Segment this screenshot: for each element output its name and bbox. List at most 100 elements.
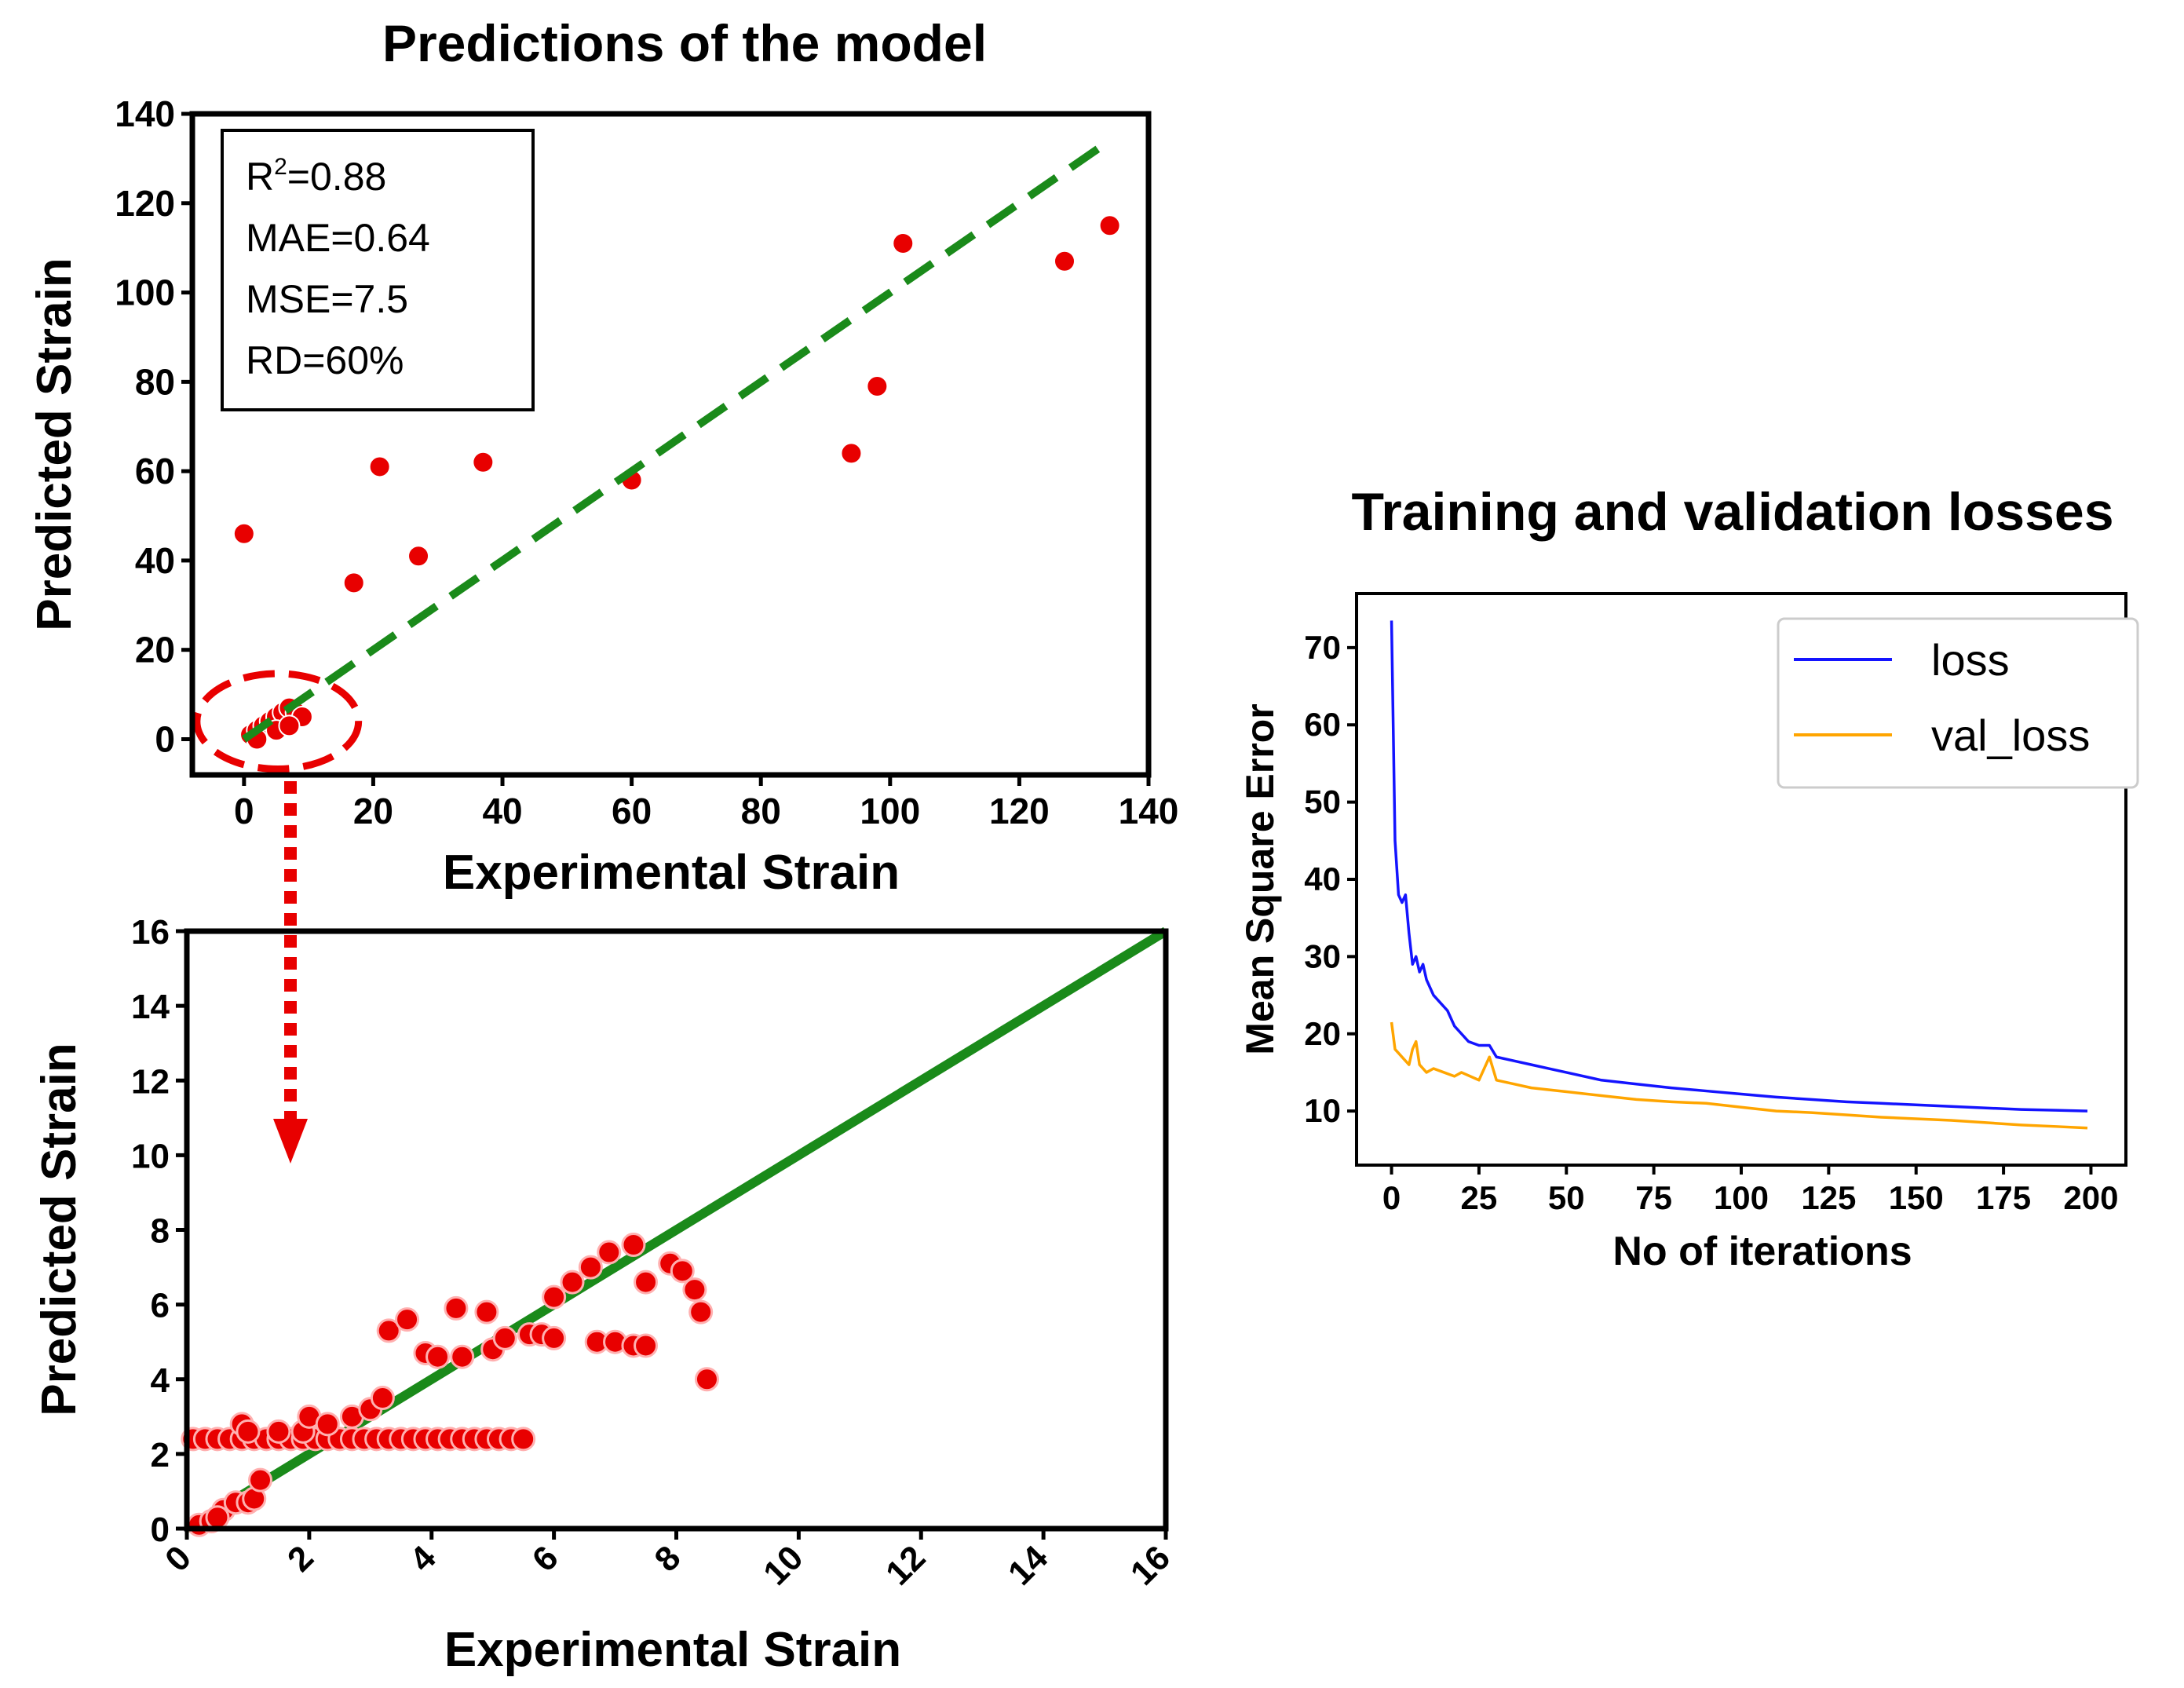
x-tick-label: 2 bbox=[280, 1538, 321, 1579]
metric-mae: MAE=0.64 bbox=[246, 216, 430, 260]
x-tick-label: 100 bbox=[860, 791, 920, 831]
data-point bbox=[621, 1233, 646, 1258]
metric-mse: MSE=7.5 bbox=[246, 277, 408, 321]
y-tick-label: 120 bbox=[115, 183, 175, 224]
metric-r2-label: R bbox=[246, 155, 274, 199]
x-tick-label: 16 bbox=[1123, 1538, 1178, 1592]
y-tick-label: 80 bbox=[135, 361, 175, 402]
data-point bbox=[492, 1325, 517, 1350]
data-point bbox=[444, 1295, 469, 1321]
chart1-metrics-box: R2=0.88 MAE=0.64 MSE=7.5 RD=60% bbox=[221, 129, 535, 411]
data-point bbox=[866, 375, 889, 398]
x-tick-label: 150 bbox=[1889, 1179, 1944, 1216]
x-tick-label: 8 bbox=[648, 1538, 688, 1579]
x-tick-label: 60 bbox=[612, 791, 652, 831]
metric-rd: RD=60% bbox=[246, 338, 404, 382]
chart3-legend: loss val_loss bbox=[1777, 617, 2139, 789]
x-tick-label: 140 bbox=[1119, 791, 1179, 831]
data-point bbox=[634, 1333, 659, 1358]
chart2-axes-frame bbox=[184, 928, 1169, 1532]
data-point bbox=[892, 232, 915, 254]
y-tick-label: 4 bbox=[151, 1361, 170, 1400]
data-point bbox=[342, 572, 365, 594]
data-point bbox=[370, 1386, 395, 1411]
x-tick-label: 50 bbox=[1548, 1179, 1585, 1216]
data-point bbox=[597, 1240, 622, 1265]
series-line-val-loss bbox=[1390, 1021, 2088, 1130]
data-point bbox=[278, 714, 301, 737]
y-tick-label: 0 bbox=[155, 718, 175, 759]
x-tick-label: 20 bbox=[353, 791, 393, 831]
data-point bbox=[560, 1270, 585, 1295]
data-point bbox=[542, 1284, 567, 1310]
y-tick-label: 20 bbox=[135, 630, 175, 670]
zoom-region-ellipse bbox=[193, 670, 363, 773]
x-tick-label: 100 bbox=[1714, 1179, 1769, 1216]
chart3-xlabel: No of iterations bbox=[1612, 1229, 1912, 1274]
y-tick-label: 10 bbox=[131, 1137, 170, 1175]
data-point bbox=[511, 1427, 536, 1452]
data-point bbox=[376, 1318, 401, 1343]
y-tick-label: 70 bbox=[1304, 629, 1341, 666]
data-point bbox=[407, 545, 430, 568]
data-point bbox=[205, 1505, 230, 1530]
fit-line bbox=[241, 141, 1106, 743]
data-point bbox=[474, 1299, 499, 1324]
data-point bbox=[248, 1467, 273, 1493]
legend-val-loss-label: val_loss bbox=[1931, 711, 2090, 760]
data-point bbox=[232, 522, 255, 545]
y-tick-label: 16 bbox=[131, 913, 170, 952]
data-point bbox=[368, 455, 391, 478]
data-point bbox=[840, 442, 863, 465]
data-point bbox=[1098, 214, 1121, 237]
y-tick-label: 8 bbox=[151, 1212, 170, 1251]
chart2-xlabel: Experimental Strain bbox=[444, 1623, 901, 1677]
data-point bbox=[266, 1419, 291, 1444]
x-tick-label: 75 bbox=[1635, 1179, 1672, 1216]
y-tick-label: 14 bbox=[131, 988, 170, 1026]
data-point bbox=[694, 1367, 719, 1392]
x-tick-label: 10 bbox=[756, 1538, 810, 1592]
y-tick-label: 140 bbox=[115, 93, 175, 134]
legend-loss-label: loss bbox=[1931, 635, 2010, 685]
x-tick-label: 4 bbox=[403, 1538, 444, 1579]
data-point bbox=[315, 1412, 340, 1437]
x-tick-label: 175 bbox=[1976, 1179, 2031, 1216]
data-point bbox=[1054, 250, 1076, 272]
x-tick-label: 200 bbox=[2063, 1179, 2118, 1216]
chart-losses: Training and validation losses 0 25 50 75 10… bbox=[1238, 482, 2139, 1274]
x-tick-label: 40 bbox=[482, 791, 522, 831]
chart1-title: Predictions of the model bbox=[382, 14, 987, 72]
x-tick-label: 0 bbox=[1382, 1179, 1401, 1216]
y-tick-label: 2 bbox=[151, 1436, 170, 1474]
y-tick-label: 20 bbox=[1304, 1015, 1341, 1052]
data-point bbox=[688, 1299, 714, 1324]
data-point bbox=[578, 1255, 603, 1280]
chart3-ylabel: Mean Square Error bbox=[1238, 703, 1282, 1054]
y-tick-label: 60 bbox=[135, 451, 175, 491]
chart3-title: Training and validation losses bbox=[1351, 482, 2113, 542]
chart1-xlabel: Experimental Strain bbox=[443, 846, 900, 900]
y-tick-label: 50 bbox=[1304, 784, 1341, 820]
y-tick-label: 10 bbox=[1304, 1092, 1341, 1129]
data-point bbox=[236, 1419, 261, 1444]
chart3-axes-frame bbox=[1355, 592, 2127, 1167]
chart1-axes-frame bbox=[189, 111, 1152, 778]
data-point bbox=[425, 1344, 451, 1369]
y-tick-label: 12 bbox=[131, 1062, 170, 1101]
x-tick-label: 125 bbox=[1801, 1179, 1856, 1216]
x-tick-label: 25 bbox=[1461, 1179, 1498, 1216]
y-tick-label: 40 bbox=[1304, 860, 1341, 897]
x-tick-label: 120 bbox=[989, 791, 1050, 831]
zoom-arrowhead bbox=[273, 1119, 308, 1164]
data-point bbox=[450, 1344, 475, 1369]
y-tick-label: 0 bbox=[151, 1511, 170, 1549]
x-tick-label: 6 bbox=[525, 1538, 566, 1579]
svg-text:R2=0.88: R2=0.88 bbox=[246, 154, 386, 199]
data-point bbox=[472, 451, 495, 473]
x-tick-label: 0 bbox=[234, 791, 254, 831]
data-point bbox=[682, 1277, 707, 1303]
series-line-loss bbox=[1390, 620, 2088, 1113]
metric-r2-value: =0.88 bbox=[287, 155, 387, 199]
